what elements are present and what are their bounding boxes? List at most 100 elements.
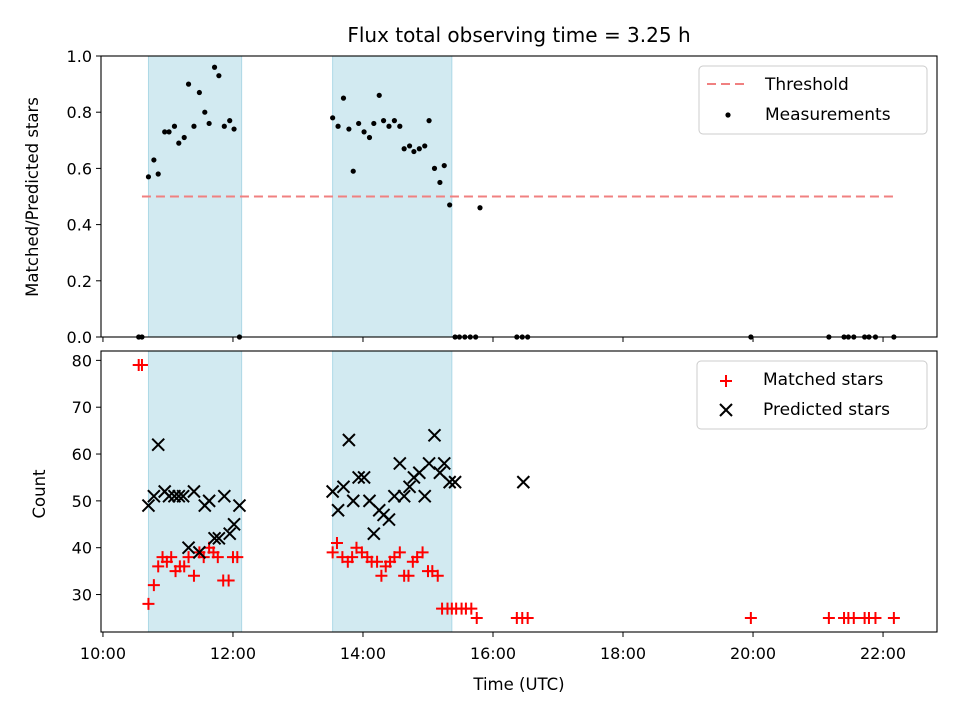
predicted-star-point [351, 470, 366, 485]
measurement-point [171, 123, 178, 129]
measurement-point [437, 179, 443, 186]
measurement-point [155, 171, 161, 177]
top-y-tick-label: 1.0 [67, 47, 92, 66]
x-tick-label: 20:00 [730, 644, 776, 663]
matched-star-point [142, 597, 155, 610]
measurements-series [136, 64, 897, 340]
matched-star-point [346, 551, 359, 564]
predicted-star-point [227, 517, 241, 531]
measurement-point [206, 120, 212, 127]
predicted-star-point [342, 433, 356, 447]
predicted-star-point [367, 526, 381, 541]
predicted-star-point [192, 545, 207, 560]
measurement-point [397, 123, 403, 129]
top-y-tick-label: 0.8 [67, 103, 92, 122]
measurement-point [151, 157, 157, 163]
predicted-star-point [357, 470, 371, 485]
measurement-point [181, 134, 187, 141]
matched-star-point [887, 611, 900, 624]
predicted-star-point [393, 456, 407, 471]
legend-measurements-label: Measurements [765, 105, 891, 125]
measurement-point [221, 123, 227, 129]
matched-star-point [744, 611, 757, 624]
predicted-star-point [176, 489, 190, 503]
measurement-point [231, 126, 237, 132]
predicted-star-point [442, 475, 457, 489]
measurement-point [196, 89, 202, 96]
predicted-star-point [448, 475, 462, 489]
top-y-axis: 0.0 0.2 0.4 0.6 0.8 1.0 [67, 47, 101, 347]
top-y-tick-label: 0.6 [67, 159, 92, 178]
x-tick-label: 12:00 [210, 644, 256, 663]
matched-star-point [222, 574, 235, 587]
measurement-point [216, 73, 222, 79]
matched-star-point [470, 611, 483, 624]
top-y-tick-label: 0.2 [67, 272, 92, 291]
measurement-point [416, 146, 422, 152]
x-tick-label: 16:00 [470, 644, 516, 663]
measurement-point [356, 120, 362, 127]
measurement-point [411, 148, 417, 155]
matched-star-point [326, 546, 339, 559]
matched-stars-series [132, 359, 900, 624]
top-legend-box [698, 65, 928, 135]
bottom-legend-box [696, 360, 928, 430]
observing-window-shade [332, 55, 453, 338]
matched-star-point [869, 611, 882, 624]
predicted-star-point [422, 456, 436, 471]
predicted-star-point [217, 489, 232, 503]
measurement-point [391, 118, 398, 124]
measurement-point [227, 118, 233, 124]
predicted-star-point [437, 456, 451, 471]
measurement-point [346, 126, 352, 132]
predicted-star-point [325, 484, 340, 499]
x-tick-label: 18:00 [600, 644, 646, 663]
measurement-point [431, 165, 438, 171]
predicted-star-point [212, 531, 226, 546]
measurement-point [380, 118, 387, 124]
matched-star-point [182, 551, 195, 564]
predicted-star-point [397, 489, 411, 503]
bottom-y-tick-label: 80 [72, 351, 92, 370]
bottom-plot-frame [100, 350, 938, 633]
top-legend: Threshold Measurements [698, 65, 928, 135]
bottom-y-tick-label: 70 [72, 398, 92, 417]
predicted-star-point [336, 480, 351, 494]
predicted-star-point [147, 489, 161, 503]
bottom-y-tick-label: 30 [72, 586, 92, 605]
measurement-point [406, 143, 413, 149]
top-y-axis-label: Matched/Predicted stars [23, 97, 42, 297]
measurement-point [350, 168, 356, 174]
measurement-point [441, 162, 447, 169]
measurement-point [371, 120, 377, 127]
predicted-star-point [151, 437, 165, 452]
predicted-star-point [141, 498, 156, 513]
legend-threshold-label: Threshold [764, 75, 849, 95]
matched-star-point [371, 555, 384, 568]
predicted-star-point [346, 494, 360, 508]
x-tick-label: 10:00 [80, 644, 126, 663]
measurement-point [376, 92, 382, 98]
bottom-legend: Matched stars Predicted stars [696, 360, 928, 430]
chart-title: Flux total observing time = 3.25 h [347, 23, 690, 47]
measurement-point [145, 174, 152, 180]
predicted-star-point [181, 540, 196, 555]
x-axis-label: Time (UTC) [472, 675, 564, 694]
bottom-y-axis: 30 40 50 60 70 80 [72, 351, 101, 605]
matched-star-point [393, 546, 406, 559]
matched-star-point [165, 551, 178, 564]
measurement-point [386, 123, 392, 129]
predicted-star-point [162, 489, 176, 503]
measurement-point [166, 129, 172, 135]
matched-star-point [330, 537, 343, 550]
matched-star-point [152, 560, 165, 573]
predicted-stars-series [141, 428, 531, 560]
matched-star-point [431, 569, 444, 582]
measurement-point [340, 95, 347, 101]
legend-predicted-swatch [719, 403, 733, 417]
predicted-star-point [418, 489, 432, 503]
bottom-panel: 30 40 50 60 70 80 10:00 12:00 14:00 16:00 18:00 20… [30, 350, 938, 694]
bottom-x-axis: 10:00 12:00 14:00 16:00 18:00 20:00 22:00 [80, 632, 906, 663]
top-panel: 0.0 0.2 0.4 0.6 0.8 1.0 Matched/Predicted sta… [23, 47, 938, 347]
